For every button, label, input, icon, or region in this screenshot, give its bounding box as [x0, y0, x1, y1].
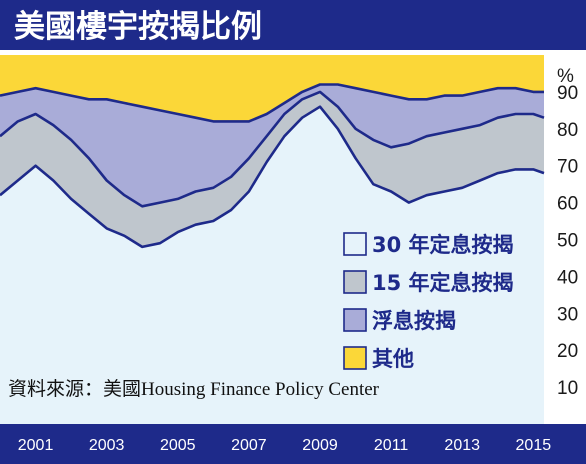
y-tick-label: 40	[557, 267, 578, 288]
x-tick-label: 2003	[89, 437, 125, 454]
title-banner	[0, 0, 586, 50]
y-unit-label: %	[557, 66, 574, 87]
y-tick-label: 80	[557, 120, 578, 141]
y-tick-label: 30	[557, 304, 578, 325]
x-axis-bar	[0, 424, 586, 464]
line-arm	[0, 83, 544, 123]
area-fixed_30	[0, 106, 544, 424]
y-tick-label: 50	[557, 231, 578, 252]
y-tick-label: 20	[557, 341, 578, 362]
legend-swatch-fixed_30	[343, 232, 367, 256]
legend-swatch-arm	[343, 308, 367, 332]
plot-areas	[0, 55, 545, 425]
y-axis: 10 20 30 40 50 60 70 80 90	[557, 83, 578, 399]
x-tick-label: 2009	[302, 437, 338, 454]
x-tick-label: 2007	[231, 437, 267, 454]
line-fixed_15	[0, 90, 545, 208]
y-tick-label: 60	[557, 194, 578, 215]
legend-swatch-other	[343, 346, 367, 370]
y-tick-label: 70	[557, 157, 578, 178]
chart-title: 美國樓宇按揭比例	[14, 9, 262, 45]
x-tick-label: 2015	[516, 437, 552, 454]
x-tick-label: 2011	[374, 437, 409, 454]
legend-label-arm: 浮息按揭	[372, 309, 456, 333]
y-tick-label: 90	[557, 83, 578, 104]
x-tick-label: 2001	[18, 437, 54, 454]
legend-swatch-fixed_15	[343, 270, 367, 294]
legend-label-fixed_30: 30 年定息按揭	[372, 233, 514, 257]
x-tick-label: 2005	[160, 437, 196, 454]
line-fixed_30	[0, 105, 545, 249]
y-tick-label: 10	[557, 378, 578, 399]
legend-label-other: 其他	[372, 347, 414, 371]
source-note: 資料來源：美國Housing Finance Policy Center	[8, 378, 380, 400]
x-tick-label: 2013	[444, 437, 480, 454]
legend-label-fixed_15: 15 年定息按揭	[372, 271, 514, 295]
x-axis: 2001 2003 2005 2007 2009 2011 2013 2015	[18, 437, 551, 454]
